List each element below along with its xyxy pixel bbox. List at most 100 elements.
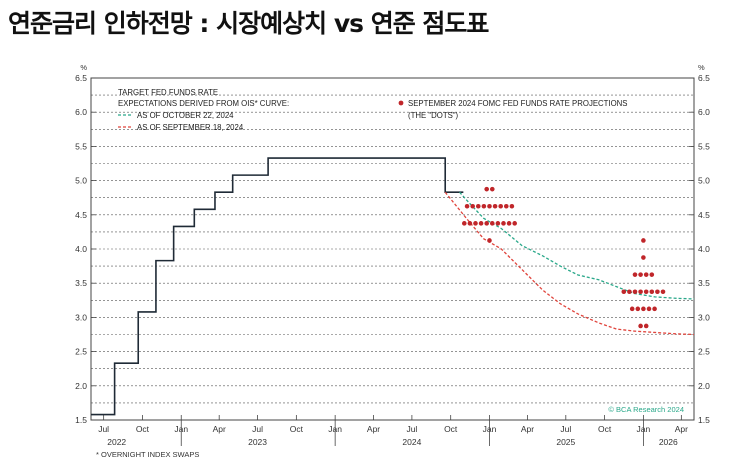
y-tick-label-right: 4.0 (698, 244, 710, 254)
x-year-label: 2025 (556, 437, 575, 447)
footnote: * OVERNIGHT INDEX SWAPS (96, 450, 200, 459)
fomc-dot (655, 289, 660, 295)
fomc-dot (638, 289, 643, 295)
x-tick-label: Apr (521, 424, 534, 434)
fomc-dot (478, 221, 484, 226)
fomc-dot (638, 272, 643, 277)
watermark: © BCA Research 2024 (608, 405, 684, 414)
fomc-dot (473, 221, 478, 226)
legend-heading-1: TARGET FED FUNDS RATE (118, 88, 218, 97)
fomc-dot (506, 221, 512, 226)
legend-swatch-dots (398, 100, 404, 106)
fomc-dot (641, 255, 646, 260)
x-tick-label: Apr (213, 424, 226, 434)
fomc-dot (484, 221, 489, 226)
fomc-dots (461, 186, 666, 329)
series-lines (91, 157, 695, 416)
y-unit-left: % (80, 63, 87, 72)
x-year-label: 2022 (107, 437, 126, 447)
x-tick-label: Jul (98, 424, 109, 434)
fomc-dot (627, 289, 632, 295)
fomc-dot (467, 221, 473, 226)
fomc-dot (641, 306, 646, 312)
x-year-label: 2023 (248, 437, 267, 447)
fomc-dot (498, 203, 503, 209)
fomc-dot (481, 203, 487, 209)
y-tick-label-left: 2.5 (75, 347, 87, 357)
y-tick-label-right: 2.0 (698, 381, 710, 391)
fomc-dot (489, 221, 495, 226)
fomc-dot (495, 221, 501, 226)
fomc-dot (461, 221, 467, 226)
y-tick-label-right: 5.0 (698, 176, 710, 186)
fomc-dot (649, 289, 655, 295)
y-tick-label-left: 6.5 (75, 73, 87, 83)
y-tick-label-left: 3.5 (75, 278, 87, 288)
fomc-dot (643, 289, 649, 295)
fomc-dot (646, 306, 652, 312)
legend: TARGET FED FUNDS RATE EXPECTATIONS DERIV… (118, 88, 628, 132)
y-tick-label-left: 4.5 (75, 210, 87, 220)
y-tick-label-left: 4.0 (75, 244, 87, 254)
fomc-dot (470, 203, 475, 209)
fomc-dot (643, 272, 649, 277)
y-tick-label-right: 2.5 (698, 347, 710, 357)
fomc-dot (621, 289, 627, 295)
y-tick-label-left: 6.0 (75, 107, 87, 117)
legend-heading-2: EXPECTATIONS DERIVED FROM OIS* CURVE: (118, 99, 289, 108)
y-tick-label-left: 1.5 (75, 415, 87, 425)
fomc-dot (464, 203, 470, 209)
legend-dots-line-1: SEPTEMBER 2024 FOMC FED FUNDS RATE PROJE… (408, 99, 628, 108)
fomc-dot (487, 203, 492, 209)
fomc-dot (489, 186, 495, 192)
legend-label-oct22: AS OF OCTOBER 22, 2024 (137, 111, 234, 120)
fomc-dot (641, 238, 646, 243)
fomc-dot (484, 186, 489, 192)
fomc-dot (501, 221, 506, 226)
x-tick-label: Apr (367, 424, 380, 434)
y-tick-label-right: 6.0 (698, 107, 710, 117)
legend-label-sep18: AS OF SEPTEMBER 18, 2024 (137, 123, 244, 132)
y-tick-label-right: 5.5 (698, 141, 710, 151)
x-tick-label: Oct (598, 424, 612, 434)
x-year-label: 2024 (402, 437, 421, 447)
fomc-dot (660, 289, 666, 295)
series-line-0 (91, 157, 464, 416)
fomc-dot (635, 306, 641, 312)
x-year-label: 2026 (659, 437, 678, 447)
fomc-dot (652, 306, 657, 312)
series-line-1 (459, 191, 695, 300)
x-tick-label: Oct (444, 424, 458, 434)
series-line-2 (444, 191, 695, 336)
x-axis: Jul Oct Jan Apr Jul Oct Jan Apr Jul Oct Jan Apr Jul O… (98, 415, 688, 447)
fomc-dot (492, 203, 498, 209)
x-tick-label: Jul (252, 424, 263, 434)
y-tick-label-left: 3.0 (75, 312, 87, 322)
fomc-dot (649, 272, 655, 277)
fomc-dot (512, 221, 517, 226)
fomc-dot (487, 238, 492, 243)
fomc-dot (509, 203, 515, 209)
y-tick-label-right: 3.5 (698, 278, 710, 288)
x-tick-label: Apr (675, 424, 688, 434)
y-tick-label-left: 5.5 (75, 141, 87, 151)
fomc-dot (503, 203, 509, 209)
x-tick-label: Oct (290, 424, 304, 434)
fomc-dot (632, 289, 638, 295)
fomc-dot (643, 323, 649, 329)
fomc-dot (638, 323, 643, 329)
fomc-dot (632, 272, 638, 277)
y-tick-label-right: 4.5 (698, 210, 710, 220)
y-axes: 1.5 1.5 2.0 2.0 2.5 2.5 3.0 3.0 3.5 3.5 4.0 4.0 4.5 4… (75, 63, 710, 425)
grid-lines (91, 94, 694, 404)
fomc-dot (475, 203, 481, 209)
y-tick-label-left: 5.0 (75, 176, 87, 186)
y-tick-label-right: 1.5 (698, 415, 710, 425)
x-tick-label: Oct (136, 424, 150, 434)
page-title: 연준금리 인하전망 : 시장예상치 vs 연준 점도표 (8, 9, 489, 38)
x-tick-label: Jul (406, 424, 417, 434)
y-tick-label-left: 2.0 (75, 381, 87, 391)
x-tick-label: Jul (560, 424, 571, 434)
y-unit-right: % (698, 63, 705, 72)
